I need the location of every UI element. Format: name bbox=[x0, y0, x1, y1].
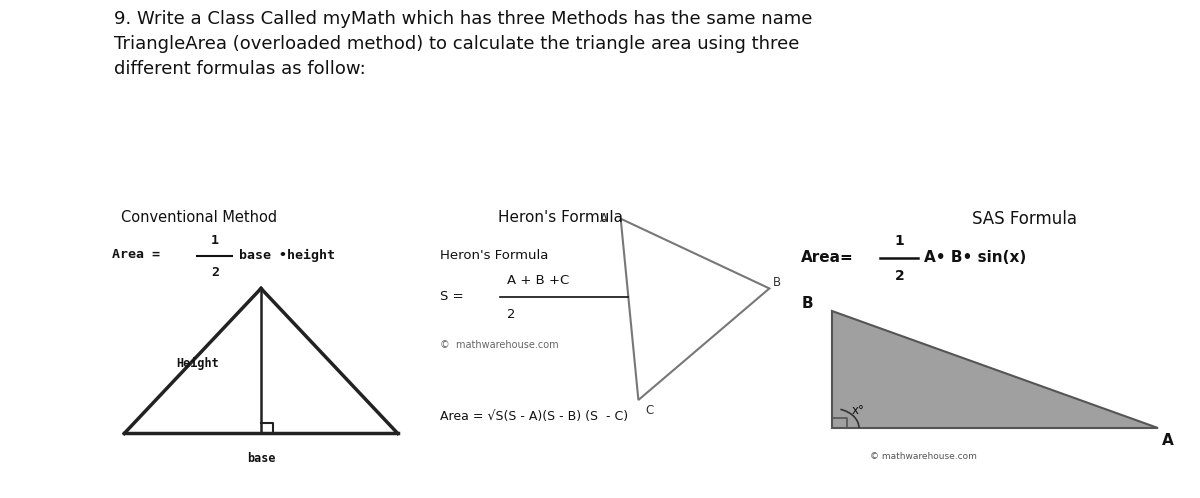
Text: 1: 1 bbox=[211, 234, 218, 247]
Text: A + B +C: A + B +C bbox=[508, 274, 570, 287]
Text: Heron's Formula: Heron's Formula bbox=[498, 210, 623, 226]
Text: A• B• sin(x): A• B• sin(x) bbox=[924, 250, 1026, 265]
Text: Height: Height bbox=[176, 357, 218, 371]
Text: 2: 2 bbox=[211, 266, 218, 279]
Text: 9. Write a Class Called myMath which has three Methods has the same name
Triangl: 9. Write a Class Called myMath which has… bbox=[114, 10, 812, 78]
Text: Heron's Formula: Heron's Formula bbox=[440, 249, 548, 262]
Text: base •height: base •height bbox=[239, 249, 335, 261]
Text: ©  mathwarehouse.com: © mathwarehouse.com bbox=[440, 340, 559, 350]
Text: B: B bbox=[773, 276, 781, 289]
Text: Area =: Area = bbox=[112, 249, 168, 261]
Text: Area = √S(S - A)(S - B) (S  - C): Area = √S(S - A)(S - B) (S - C) bbox=[440, 410, 629, 423]
Text: x°: x° bbox=[851, 404, 864, 417]
Text: SAS Formula: SAS Formula bbox=[972, 210, 1076, 229]
Text: C: C bbox=[646, 404, 654, 417]
Text: Conventional Method: Conventional Method bbox=[121, 210, 277, 226]
Text: B: B bbox=[802, 296, 812, 311]
Text: S =: S = bbox=[440, 290, 468, 303]
Text: © mathwarehouse.com: © mathwarehouse.com bbox=[870, 452, 977, 461]
Text: 2: 2 bbox=[894, 269, 904, 283]
Text: A: A bbox=[1163, 433, 1174, 448]
Text: Area=: Area= bbox=[802, 250, 854, 265]
Polygon shape bbox=[832, 311, 1158, 428]
Text: base: base bbox=[247, 452, 275, 465]
Text: 2: 2 bbox=[508, 308, 516, 321]
Text: A: A bbox=[600, 212, 607, 225]
Text: 1: 1 bbox=[894, 234, 904, 248]
